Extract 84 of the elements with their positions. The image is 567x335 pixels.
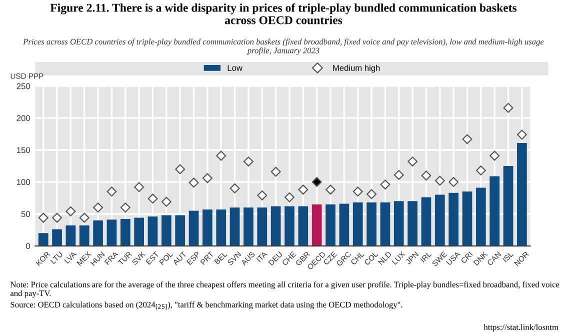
- bar: [284, 206, 294, 246]
- point: [270, 166, 281, 177]
- y-tick-label: 150: [17, 147, 30, 154]
- point: [79, 212, 90, 223]
- point: [298, 184, 308, 195]
- point: [52, 212, 62, 223]
- point: [312, 177, 322, 187]
- bar: [202, 209, 212, 246]
- point: [462, 134, 472, 144]
- point: [148, 194, 158, 204]
- point: [366, 189, 377, 200]
- bar: [408, 201, 418, 246]
- point: [188, 178, 199, 188]
- bar: [380, 202, 390, 246]
- bar: [52, 229, 62, 246]
- bar: [244, 208, 254, 246]
- bar: [216, 209, 226, 246]
- point: [216, 150, 226, 161]
- source-note: Source: OECD calculations based on (2024$_{[25]}$), "tariff & benchmarking market data using the OECD methodology".: [10, 302, 402, 310]
- bar: [339, 204, 350, 246]
- point: [93, 202, 104, 213]
- point: [243, 156, 254, 166]
- bar: [79, 225, 90, 246]
- bar: [66, 225, 76, 246]
- point: [326, 184, 336, 195]
- bar: [38, 233, 48, 246]
- point: [257, 190, 268, 200]
- bar: [188, 210, 199, 246]
- text: https://stat.link/losntm: [484, 324, 558, 332]
- point: [476, 165, 486, 176]
- text: Note: Price calculations are for the average of the three cheapest offers meeting all criteria for a given user profile. Triple-play bundles=fixed broadband, fixed voice and pay-TV.: [10, 281, 560, 298]
- bar: [93, 220, 103, 246]
- point: [284, 192, 294, 202]
- bar: [517, 142, 527, 246]
- point: [408, 156, 418, 166]
- legend-label: Low: [228, 65, 242, 71]
- point: [120, 202, 130, 213]
- y-tick-label: 0: [26, 243, 30, 249]
- legend-label: Medium high: [333, 64, 380, 73]
- bar: [106, 220, 117, 246]
- bar: [230, 208, 240, 246]
- point: [380, 180, 390, 190]
- y-tick-label: 250: [16, 83, 30, 90]
- point: [202, 173, 212, 184]
- bar: [366, 202, 376, 246]
- point: [38, 212, 48, 223]
- point: [134, 182, 144, 192]
- bar: [462, 192, 472, 246]
- point: [230, 183, 240, 194]
- point: [503, 102, 514, 113]
- bar: [134, 218, 144, 246]
- bar: [148, 216, 158, 246]
- point: [66, 206, 76, 216]
- point: [175, 164, 186, 174]
- y-tick-label: 50: [21, 211, 30, 218]
- chart-subtitle: Prices across OECD countries of triple-play bundled communication baskets (fixed broadband, fixed voice and pay television), low and medium-high usage profile, January 2023: [23, 38, 544, 56]
- bar: [312, 204, 322, 246]
- bar: [421, 197, 432, 246]
- bar: [326, 204, 336, 246]
- bar: [394, 201, 404, 246]
- bar: [352, 202, 363, 246]
- bar: [162, 215, 172, 246]
- point: [490, 150, 500, 161]
- point: [161, 196, 172, 207]
- bar: [120, 219, 130, 246]
- bar: [434, 194, 445, 246]
- y-tick-label: 100: [17, 179, 30, 186]
- bar: [490, 176, 500, 246]
- point: [394, 170, 404, 180]
- point: [448, 177, 459, 187]
- bar: [476, 188, 486, 246]
- point: [421, 170, 432, 181]
- bar: [257, 208, 268, 246]
- bar: [503, 166, 514, 246]
- bar: [270, 206, 281, 246]
- bar: [298, 206, 308, 246]
- bar: [448, 192, 458, 246]
- point: [434, 176, 445, 186]
- chart-title: Figure 2.11. There is a wide disparity in prices of triple-play bundled communication baskets across OECD countries: [50, 3, 517, 24]
- point: [352, 186, 363, 197]
- point: [106, 186, 117, 197]
- point: [516, 130, 527, 140]
- y-tick-label: 200: [16, 115, 30, 122]
- bar: [175, 215, 186, 246]
